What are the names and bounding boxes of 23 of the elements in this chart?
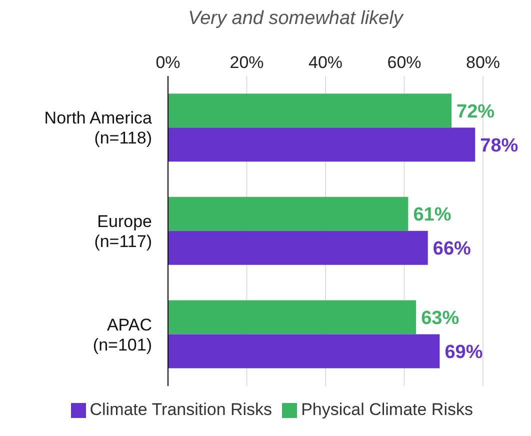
data-label: 63% (421, 308, 460, 329)
data-label: 66% (432, 238, 472, 260)
chart-subtitle: Very and somewhat likely (187, 8, 405, 30)
legend-label: Physical Climate Risks (301, 400, 473, 419)
x-tick-label: 20% (230, 53, 264, 72)
data-label: 72% (456, 101, 495, 122)
legend-label: Climate Transition Risks (90, 400, 272, 419)
bar (168, 128, 476, 162)
bar (168, 230, 428, 265)
x-tick-label: 40% (308, 53, 343, 72)
data-label: 61% (413, 204, 452, 226)
y-tick-label: Europe (n=117) (94, 212, 152, 250)
bar (168, 300, 416, 334)
x-tick-label: 60% (387, 53, 422, 72)
y-tick-label: North America (n=118) (44, 108, 153, 148)
y-tick-label: APAC (n=101) (92, 314, 152, 354)
bar (168, 334, 440, 368)
bar (168, 196, 408, 231)
x-tick-label: 80% (466, 53, 500, 72)
data-label: 78% (480, 135, 518, 156)
data-label: 69% (444, 342, 483, 363)
x-tick-label: 0% (156, 53, 180, 72)
bar (168, 94, 452, 128)
